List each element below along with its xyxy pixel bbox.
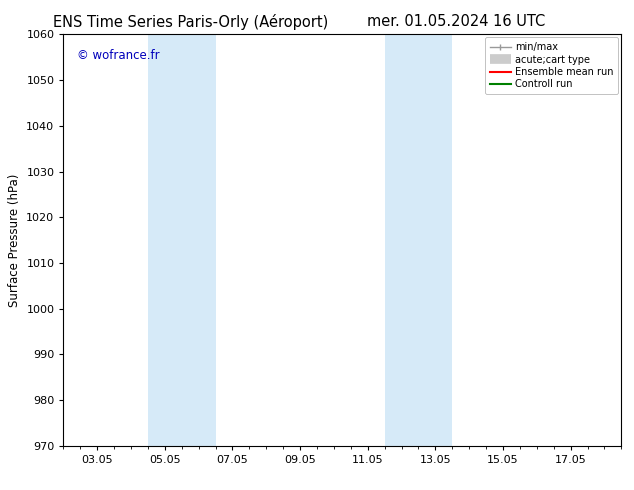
Text: © wofrance.fr: © wofrance.fr bbox=[77, 49, 160, 62]
Legend: min/max, acute;cart type, Ensemble mean run, Controll run: min/max, acute;cart type, Ensemble mean … bbox=[485, 37, 618, 94]
Y-axis label: Surface Pressure (hPa): Surface Pressure (hPa) bbox=[8, 173, 21, 307]
Bar bbox=[385, 34, 452, 446]
Bar bbox=[148, 34, 216, 446]
Text: mer. 01.05.2024 16 UTC: mer. 01.05.2024 16 UTC bbox=[367, 14, 546, 29]
Text: ENS Time Series Paris-Orly (Aéroport): ENS Time Series Paris-Orly (Aéroport) bbox=[53, 14, 328, 30]
